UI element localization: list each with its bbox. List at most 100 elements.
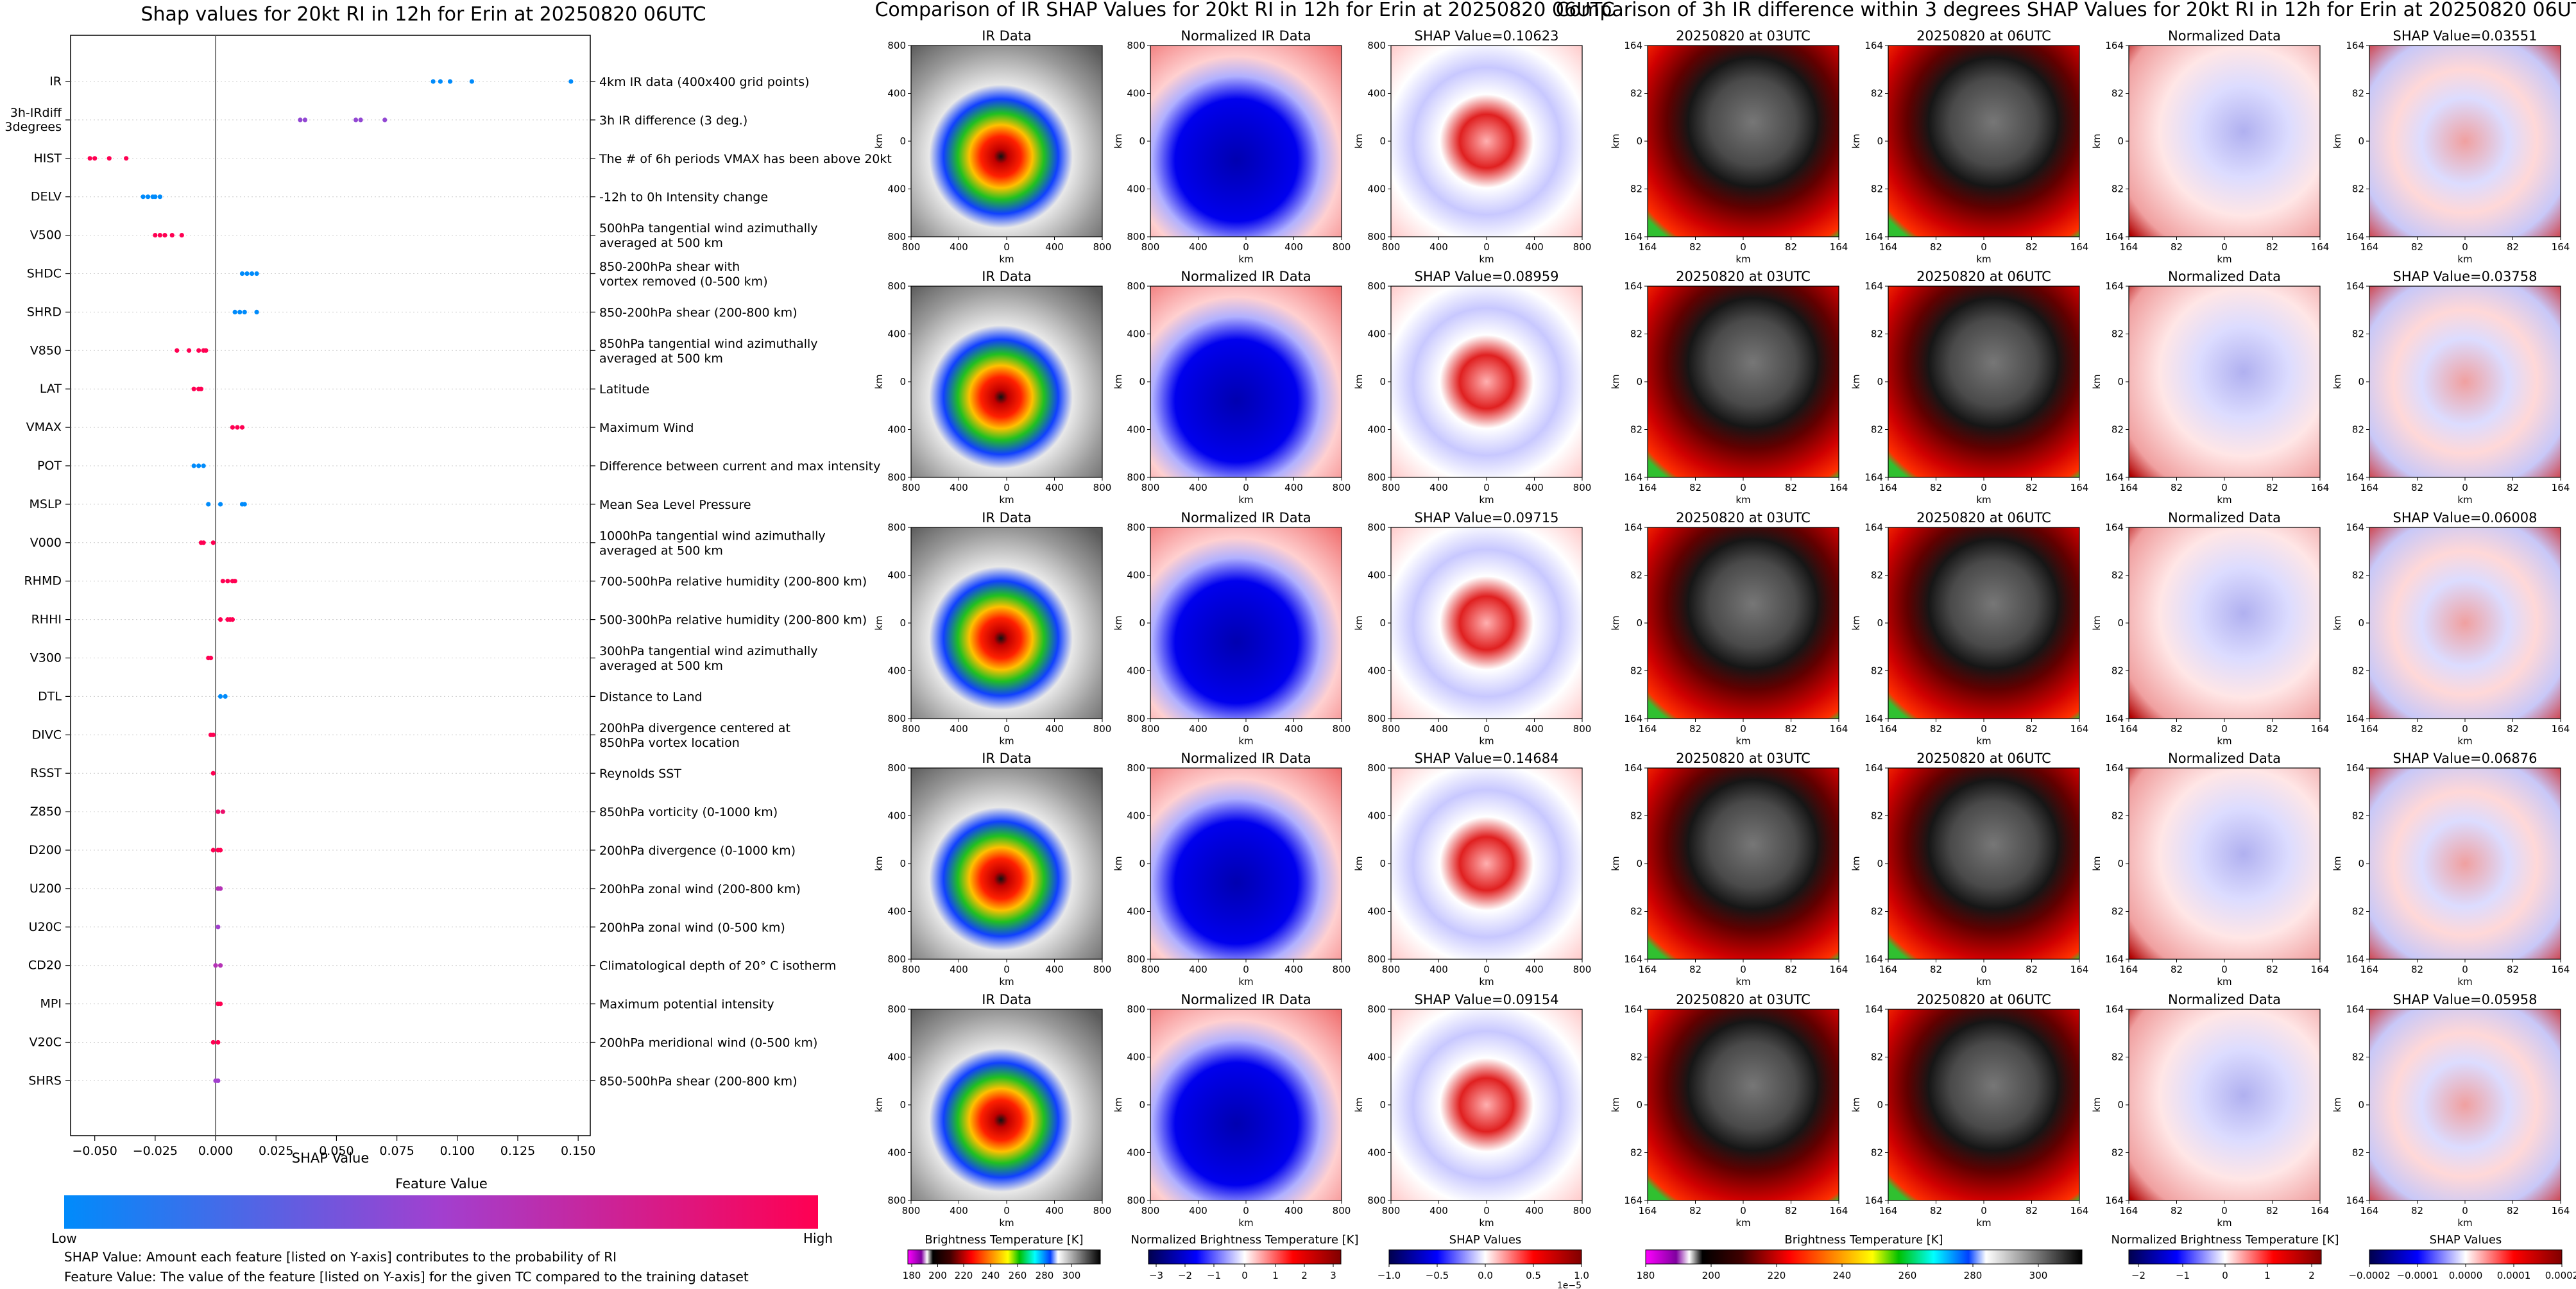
panel-x-tick-label: 0: [1483, 723, 1490, 735]
panel-y-tick-label: 82: [1630, 570, 1642, 581]
feature-description: Distance to Land: [599, 690, 703, 704]
colorbar-tick-label: 260: [1898, 1270, 1917, 1281]
panel-y-tick-label: 82: [1871, 665, 1883, 677]
panel-y-tick-label: 800: [1127, 713, 1145, 724]
panel-title: Normalized Data: [2168, 510, 2281, 525]
colorbar-tick-label: 2: [2308, 1270, 2315, 1281]
shap-point: [232, 309, 237, 314]
panel-x-unit: km: [1238, 1217, 1253, 1229]
panel-y-tick-label: 82: [1871, 570, 1883, 581]
panel-x-tick-label: 800: [1333, 1205, 1351, 1216]
panel-x-unit: km: [1479, 976, 1494, 987]
shap-point: [469, 79, 474, 84]
panel-title: IR Data: [982, 28, 1032, 44]
normalized-ir-image: [1150, 286, 1342, 477]
panel-x-tick-label: 164: [1639, 1205, 1657, 1216]
panel-x-unit: km: [2217, 976, 2231, 987]
panel-y-tick-label: 82: [2111, 570, 2124, 581]
panel-y-tick-label: 164: [2105, 762, 2124, 774]
shap-point: [218, 617, 223, 622]
panel-y-tick-label: 82: [2111, 424, 2124, 436]
colorbar-tick-label: 280: [1964, 1270, 1983, 1281]
shap-point: [220, 579, 225, 584]
feature-description: Climatological depth of 20° C isotherm: [599, 959, 836, 973]
panel-y-tick-label: 800: [887, 280, 906, 292]
ir-03utc-image: [1648, 286, 1839, 477]
panel-x-unit: km: [1479, 494, 1494, 506]
panel-y-tick-label: 400: [887, 665, 906, 677]
panel-y-tick-label: 82: [1630, 810, 1642, 822]
panel-title: 20250820 at 06UTC: [1916, 269, 2051, 284]
panel-x-tick-label: 0: [2221, 964, 2228, 975]
colorbar-title: Feature Value: [395, 1176, 488, 1191]
y-tick-label: LAT: [40, 382, 62, 396]
panel-x-tick-label: 800: [1382, 964, 1401, 975]
panel-x-tick-label: 164: [2070, 241, 2089, 253]
feature-description: 300hPa tangential wind azimuthally averag…: [599, 644, 818, 673]
panel-y-tick-label: 164: [1624, 1195, 1642, 1206]
x-tick-label: 0.150: [561, 1144, 595, 1158]
panel-x-tick-label: 800: [1333, 964, 1351, 975]
panel-title: IR Data: [982, 510, 1032, 525]
panel-title: 20250820 at 03UTC: [1676, 992, 1811, 1007]
panel-title: Normalized Data: [2168, 992, 2281, 1007]
panel-x-tick-label: 400: [1525, 482, 1544, 493]
panel-y-tick-label: 82: [1871, 810, 1883, 822]
panel-x-tick-label: 0: [1740, 482, 1746, 493]
panel-x-tick-label: 164: [2120, 1205, 2138, 1216]
shap-point: [196, 348, 201, 353]
panel-y-tick-label: 164: [2346, 40, 2364, 51]
colorbar-tick-label: 180: [903, 1270, 921, 1281]
panel-x-tick-label: 800: [1141, 241, 1160, 253]
panel-title: SHAP Value=0.06876: [2393, 751, 2538, 766]
panel-y-tick-label: 400: [1367, 184, 1386, 195]
shap-point: [87, 156, 92, 161]
panel-y-tick-label: 800: [1127, 40, 1145, 51]
panel-x-tick-label: 82: [2266, 723, 2278, 735]
ir-shap-image: [1391, 527, 1582, 719]
panel-y-tick-label: 800: [887, 40, 906, 51]
panel-y-tick-label: 164: [2105, 1003, 2124, 1015]
panel-y-tick-label: 82: [1871, 906, 1883, 918]
panel-y-tick-label: 800: [1367, 953, 1386, 965]
panel-x-tick-label: 82: [2171, 723, 2183, 735]
panel-x-tick-label: 82: [2026, 1205, 2038, 1216]
panel-x-tick-label: 82: [1930, 241, 1942, 253]
panel-y-tick-label: 0: [1877, 617, 1883, 629]
y-tick-label: RSST: [30, 766, 62, 780]
shap-point: [216, 1078, 221, 1083]
panel-y-tick-label: 0: [1139, 376, 1145, 388]
shap-point: [213, 963, 218, 968]
shap-point: [223, 694, 228, 699]
panel-y-tick-label: 82: [2111, 1052, 2124, 1063]
panel-y-tick-label: 82: [2352, 810, 2364, 822]
panel-title: 20250820 at 03UTC: [1676, 510, 1811, 525]
panel-x-tick-label: 400: [1045, 723, 1064, 735]
shap-point: [242, 309, 247, 314]
shap-point: [242, 502, 247, 507]
panel-x-unit: km: [2457, 494, 2472, 506]
panel-title: SHAP Value=0.08959: [1415, 269, 1559, 284]
panel-y-unit: km: [873, 133, 885, 148]
panel-title: 20250820 at 03UTC: [1676, 751, 1811, 766]
panel-x-unit: km: [1976, 1217, 1991, 1229]
feature-description: 700-500hPa relative humidity (200-800 km…: [599, 575, 867, 589]
panel-x-tick-label: 400: [1284, 1205, 1303, 1216]
shap-panel-title: Shap values for 20kt RI in 12h for Erin …: [141, 3, 706, 26]
shap-point: [358, 117, 363, 123]
panel-y-tick-label: 0: [2117, 376, 2124, 388]
panel-y-tick-label: 164: [1624, 280, 1642, 292]
diff-section: Comparison of 3h IR difference within 3 …: [1556, 0, 2576, 1281]
panel-x-tick-label: 800: [1093, 1205, 1112, 1216]
panel-title: SHAP Value=0.10623: [1415, 28, 1559, 44]
panel-x-tick-label: 400: [1284, 241, 1303, 253]
shap-point: [124, 156, 129, 161]
feature-description: 3h IR difference (3 deg.): [599, 114, 747, 128]
diff-normalized-colorbar: [2128, 1249, 2322, 1265]
shap-point: [235, 425, 240, 430]
panel-y-tick-label: 800: [887, 762, 906, 774]
panel-y-unit: km: [1353, 1097, 1365, 1112]
panel-y-unit: km: [1850, 615, 1862, 630]
panel-y-tick-label: 0: [900, 376, 906, 388]
shap-point: [220, 809, 225, 814]
